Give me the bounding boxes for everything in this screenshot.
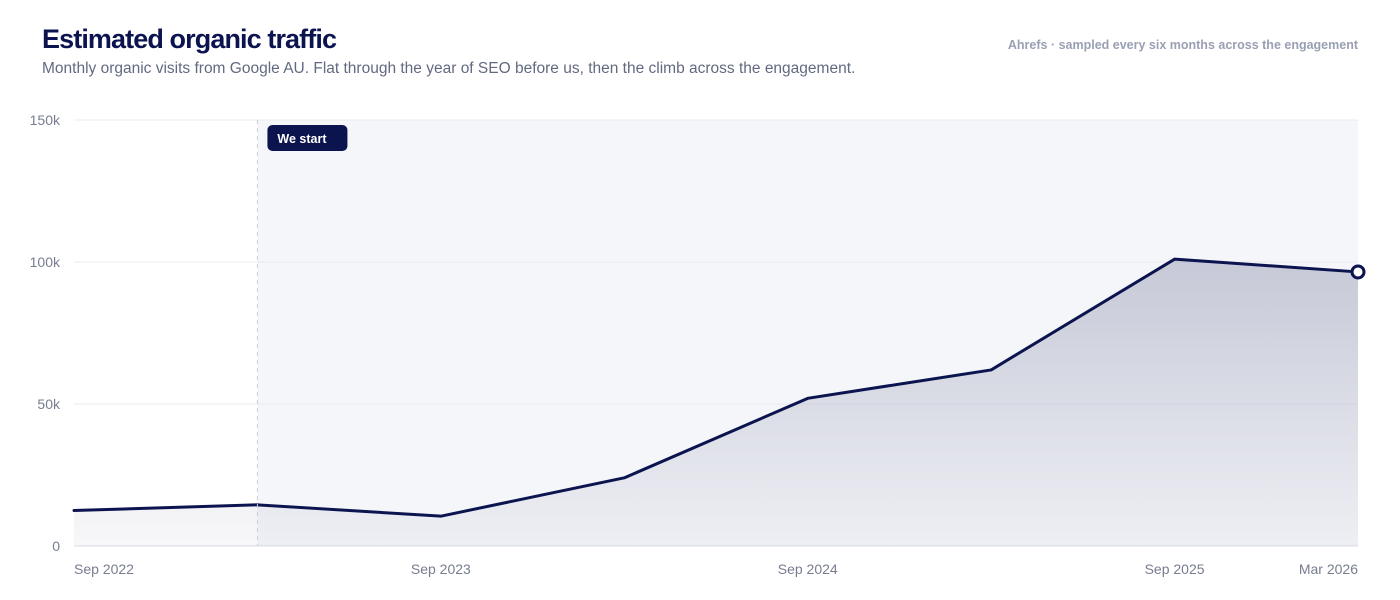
y-tick-label: 0 (52, 538, 60, 554)
we-start-badge-label: We start (277, 132, 327, 146)
y-tick-label: 50k (37, 396, 61, 412)
traffic-area-fill (74, 259, 1358, 546)
chart-title: Estimated organic traffic (42, 24, 337, 54)
x-tick-label: Sep 2023 (411, 561, 471, 577)
latest-data-point (1350, 264, 1366, 280)
y-tick-label: 100k (30, 254, 61, 270)
chart-source-note: Ahrefs · sampled every six months across… (1007, 38, 1358, 52)
chart-subtitle: Monthly organic visits from Google AU. F… (42, 60, 856, 77)
x-tick-label: Mar 2026 (1299, 561, 1358, 577)
we-start-badge (267, 125, 348, 151)
x-tick-label: Sep 2025 (1145, 561, 1205, 577)
y-tick-label: 150k (30, 112, 61, 128)
traffic-series-line (72, 257, 1360, 518)
x-tick-label: Sep 2024 (778, 561, 838, 577)
x-tick-label: Sep 2022 (74, 561, 134, 577)
